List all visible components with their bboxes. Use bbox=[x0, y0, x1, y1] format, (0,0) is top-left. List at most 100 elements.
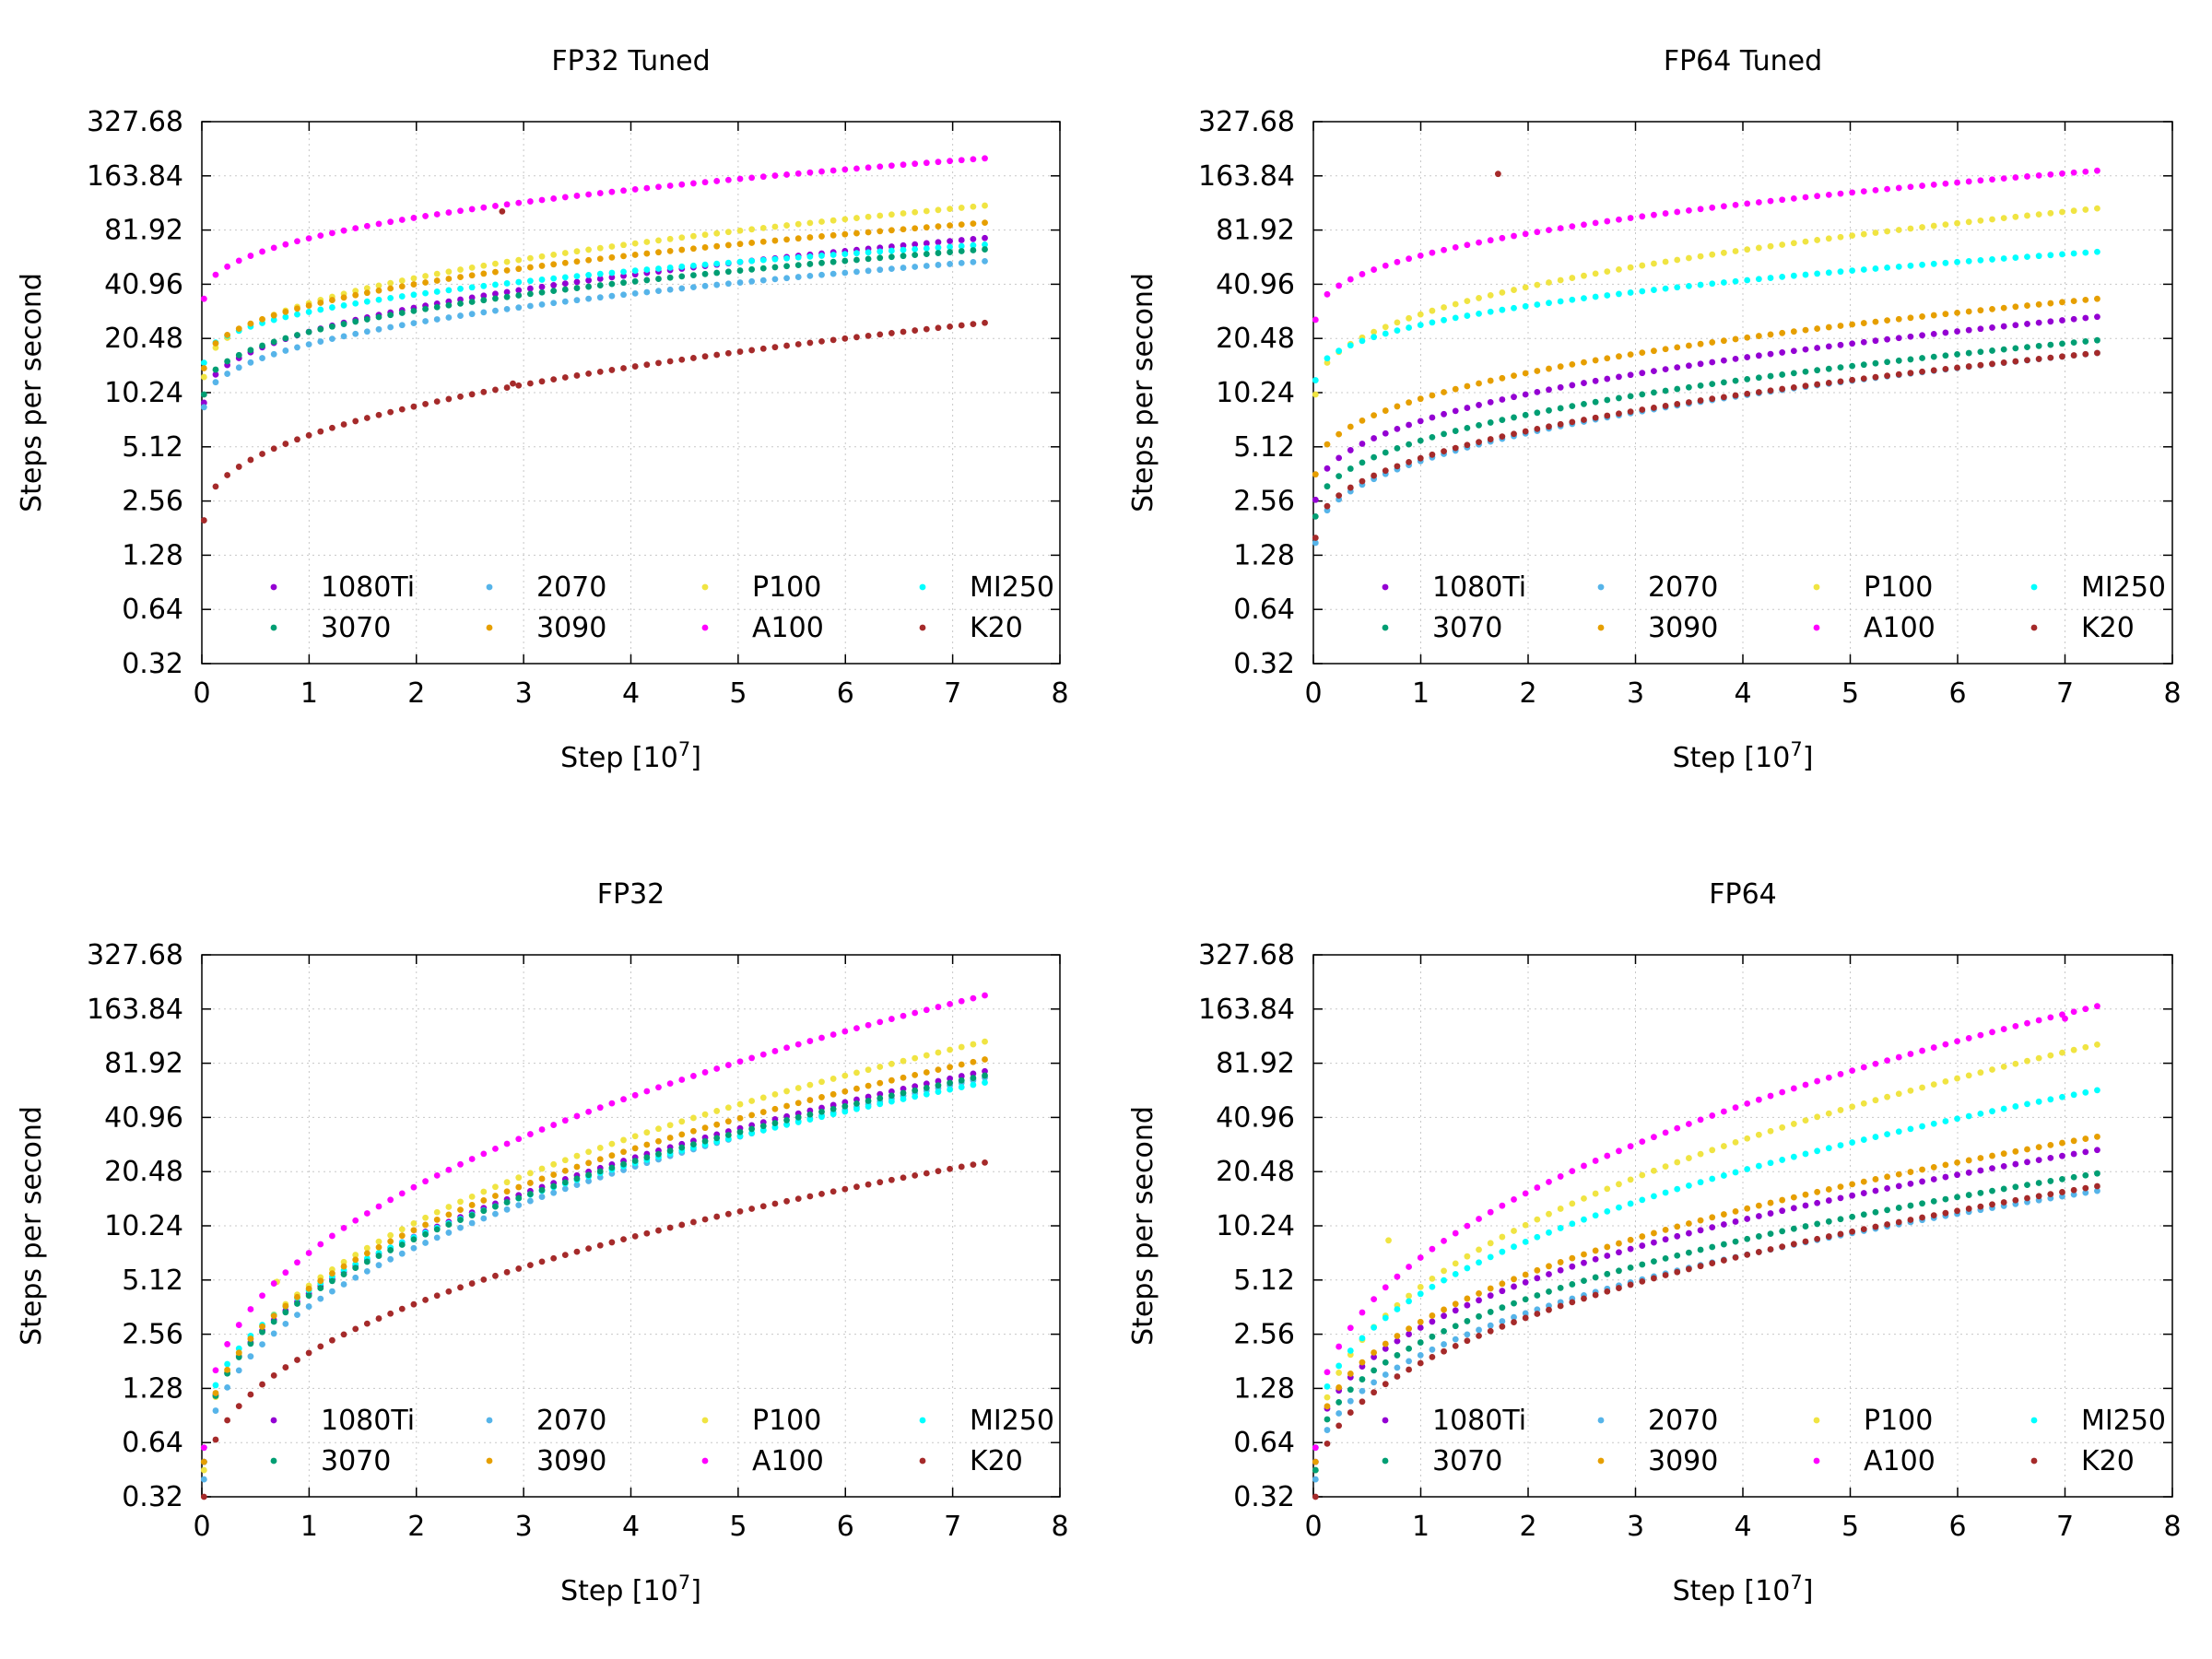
data-point bbox=[573, 248, 581, 255]
data-point bbox=[1382, 1345, 1389, 1352]
data-point bbox=[1965, 363, 1972, 370]
data-point bbox=[1651, 1193, 1657, 1200]
data-point bbox=[1860, 1178, 1867, 1185]
data-point bbox=[736, 241, 744, 248]
data-point bbox=[2070, 169, 2077, 176]
y-tick-label: 163.84 bbox=[1198, 160, 1295, 193]
data-point bbox=[830, 336, 837, 344]
data-point bbox=[643, 1129, 651, 1136]
series-MI250 bbox=[1312, 248, 2100, 383]
data-point bbox=[818, 337, 825, 345]
data-point bbox=[1464, 1295, 1471, 1302]
data-point bbox=[853, 1100, 860, 1107]
data-point bbox=[2094, 1170, 2100, 1177]
data-point bbox=[340, 1281, 347, 1288]
data-point bbox=[1825, 191, 1832, 198]
data-point bbox=[480, 1197, 488, 1204]
y-tick-label: 0.64 bbox=[122, 594, 183, 626]
data-point bbox=[387, 294, 394, 301]
data-point bbox=[806, 1111, 814, 1118]
data-point bbox=[573, 193, 581, 199]
y-axis-label: Steps per second bbox=[16, 1106, 48, 1346]
data-point bbox=[2024, 253, 2030, 261]
data-point bbox=[422, 289, 429, 297]
data-point bbox=[1464, 298, 1471, 305]
data-point bbox=[422, 279, 429, 286]
data-point bbox=[643, 1154, 651, 1161]
data-point bbox=[1347, 447, 1354, 453]
data-point bbox=[1441, 316, 1447, 324]
data-point bbox=[900, 1074, 907, 1081]
plot-frame bbox=[1312, 954, 2173, 1498]
legend-label: K20 bbox=[2081, 612, 2135, 644]
data-point bbox=[480, 1215, 488, 1222]
data-point bbox=[1417, 1283, 1424, 1290]
data-point bbox=[2012, 174, 2019, 181]
data-point bbox=[247, 1340, 254, 1347]
data-point bbox=[1755, 1162, 1762, 1170]
data-point bbox=[1581, 1295, 1587, 1302]
data-point bbox=[900, 161, 907, 169]
y-tick-label: 0.32 bbox=[122, 1481, 183, 1513]
data-point bbox=[830, 1090, 837, 1098]
data-point bbox=[433, 1171, 441, 1179]
data-point bbox=[759, 1109, 767, 1115]
data-point bbox=[1406, 255, 1412, 263]
data-point bbox=[2024, 1100, 2030, 1108]
data-point bbox=[1347, 465, 1354, 472]
data-point bbox=[923, 325, 930, 333]
data-point bbox=[1464, 312, 1471, 319]
data-point bbox=[2059, 251, 2065, 258]
data-point bbox=[794, 1085, 802, 1091]
y-tick-label: 1.28 bbox=[122, 1372, 183, 1405]
legend-marker bbox=[701, 624, 709, 631]
data-point bbox=[468, 272, 476, 279]
x-tick-label: 7 bbox=[944, 1511, 961, 1543]
data-point bbox=[970, 1081, 977, 1088]
data-point bbox=[701, 353, 709, 360]
data-point bbox=[398, 1250, 406, 1257]
data-point bbox=[1686, 254, 1692, 262]
data-point bbox=[1686, 1220, 1692, 1227]
data-point bbox=[1429, 1318, 1436, 1325]
series-3090 bbox=[200, 1056, 988, 1465]
data-point bbox=[2035, 211, 2042, 218]
y-tick-label: 5.12 bbox=[122, 1265, 183, 1297]
data-point bbox=[340, 421, 347, 428]
data-point bbox=[573, 1152, 581, 1159]
data-point bbox=[1557, 383, 1564, 391]
data-point bbox=[340, 321, 347, 327]
data-point bbox=[270, 312, 277, 319]
legend-marker bbox=[919, 624, 926, 631]
data-point bbox=[538, 263, 546, 269]
data-point bbox=[1907, 370, 1914, 377]
y-tick-label: 2.56 bbox=[1233, 486, 1295, 518]
data-point bbox=[387, 324, 394, 331]
data-point bbox=[1581, 1194, 1587, 1202]
series-K20 bbox=[1312, 171, 2100, 541]
data-point bbox=[2059, 1152, 2065, 1159]
data-point bbox=[468, 206, 476, 213]
data-point bbox=[2047, 171, 2054, 178]
data-point bbox=[375, 220, 382, 228]
data-point bbox=[736, 1207, 744, 1215]
data-point bbox=[1872, 1134, 1879, 1140]
data-point bbox=[363, 1244, 371, 1252]
data-point bbox=[1662, 346, 1669, 353]
data-point bbox=[1639, 391, 1646, 398]
data-point bbox=[1592, 1291, 1599, 1299]
x-tick-label: 3 bbox=[515, 1511, 533, 1543]
data-point bbox=[1895, 371, 1902, 378]
data-point bbox=[783, 171, 790, 178]
data-point bbox=[515, 256, 523, 264]
data-point bbox=[736, 1128, 744, 1135]
data-point bbox=[235, 257, 242, 265]
data-point bbox=[294, 1300, 300, 1307]
data-point bbox=[1942, 311, 1949, 318]
data-point bbox=[1312, 377, 1319, 383]
data-point bbox=[666, 1122, 674, 1129]
data-point bbox=[247, 1335, 254, 1342]
data-point bbox=[1697, 1150, 1704, 1158]
data-point bbox=[1755, 1131, 1762, 1138]
data-point bbox=[561, 280, 569, 288]
